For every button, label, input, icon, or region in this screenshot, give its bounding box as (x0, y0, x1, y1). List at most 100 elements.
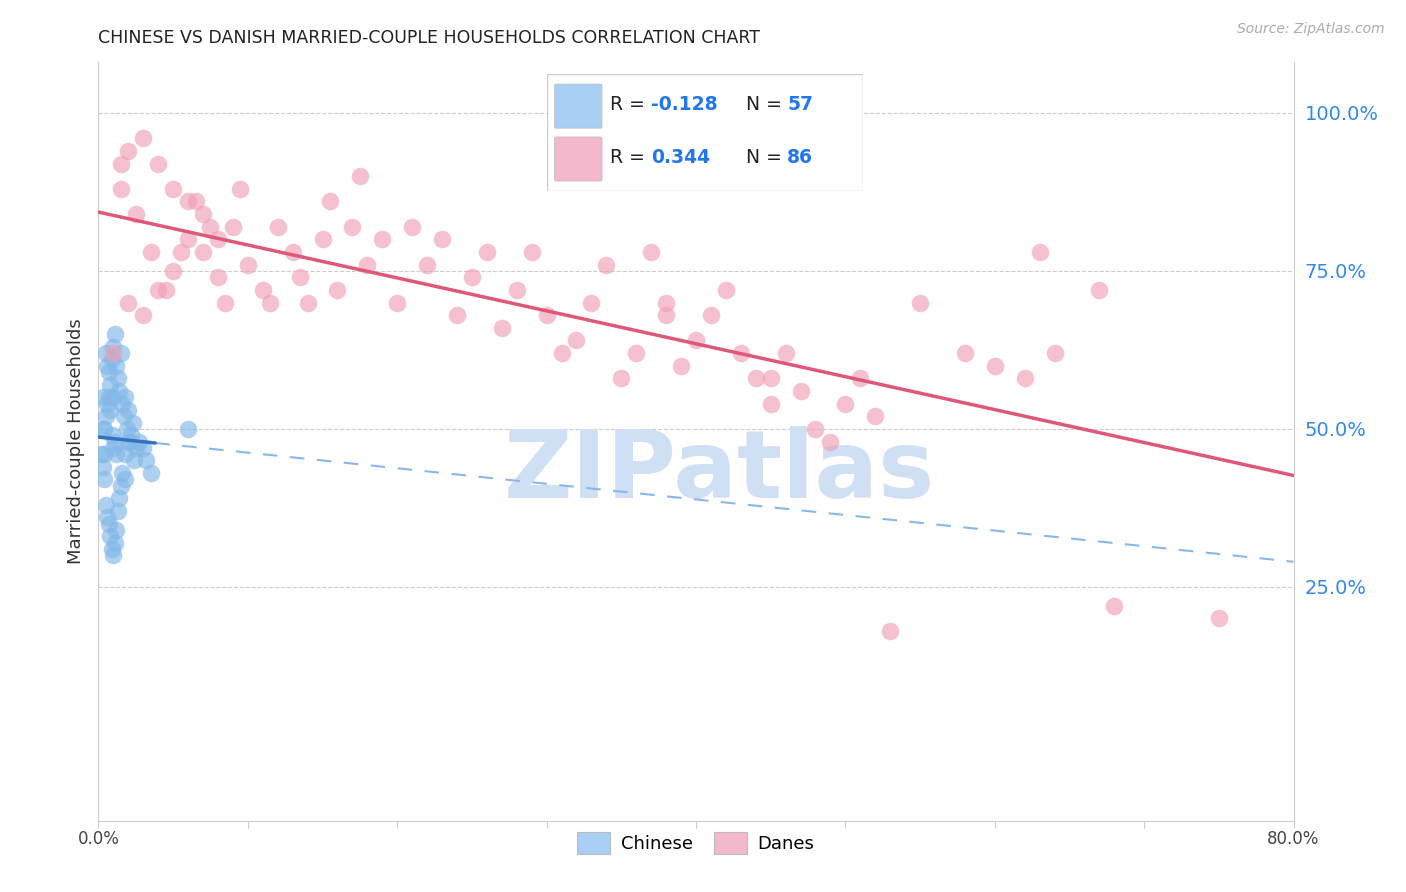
Point (416, 258, 439, 272)
Point (177, 422, 200, 436)
Point (595, 258, 617, 272)
Point (446, 308, 468, 322)
Point (834, 396, 856, 410)
Point (236, 258, 259, 272)
Point (91, 390, 114, 404)
Point (1104, 599, 1126, 613)
Point (104, 327, 127, 342)
Point (1088, 283, 1111, 297)
Point (90, 447, 112, 461)
Point (114, 390, 136, 404)
Point (139, 244, 162, 259)
Point (319, 194, 342, 209)
Point (640, 244, 662, 259)
Point (125, 441, 148, 455)
Text: 0.0%: 0.0% (77, 830, 120, 848)
Point (94, 498, 117, 512)
Point (105, 523, 128, 537)
Point (550, 346, 572, 360)
Point (117, 403, 139, 417)
Point (191, 244, 214, 259)
Point (115, 422, 138, 436)
Point (117, 144, 139, 158)
Point (110, 346, 132, 360)
Point (461, 270, 484, 285)
Point (730, 346, 752, 360)
Point (118, 434, 141, 449)
Point (121, 416, 143, 430)
Point (267, 219, 290, 234)
Point (259, 295, 281, 310)
Point (565, 334, 588, 348)
Point (356, 258, 378, 272)
Point (162, 264, 184, 278)
Point (101, 428, 124, 442)
Point (759, 396, 782, 410)
Point (93, 422, 115, 436)
Point (581, 295, 603, 310)
Point (97, 390, 120, 404)
Point (107, 371, 129, 385)
Point (98, 529, 122, 543)
Point (401, 219, 423, 234)
Point (804, 422, 827, 436)
Point (865, 409, 887, 424)
Point (96, 510, 118, 524)
Point (96, 359, 118, 373)
Point (714, 283, 737, 297)
Point (114, 447, 136, 461)
Point (104, 434, 127, 449)
Text: ZIPatlas: ZIPatlas (505, 425, 935, 518)
Point (125, 207, 148, 221)
Point (103, 346, 125, 360)
Y-axis label: Married-couple Households: Married-couple Households (66, 318, 84, 565)
Point (342, 219, 364, 234)
Point (700, 308, 723, 322)
Point (111, 466, 134, 480)
Point (775, 346, 797, 360)
Point (94, 409, 117, 424)
Point (610, 371, 633, 385)
Point (110, 182, 132, 196)
Point (101, 352, 124, 367)
Point (520, 244, 543, 259)
Point (200, 219, 222, 234)
Point (135, 453, 157, 467)
Point (124, 453, 146, 467)
Point (91, 459, 114, 474)
Point (655, 308, 678, 322)
Point (491, 321, 513, 335)
Point (97, 516, 120, 531)
Point (311, 232, 333, 246)
Point (91, 422, 114, 436)
Point (371, 232, 394, 246)
Point (108, 384, 131, 398)
Point (349, 169, 371, 184)
Point (148, 283, 170, 297)
Point (132, 308, 155, 322)
Point (93, 473, 115, 487)
Point (105, 447, 128, 461)
Point (191, 207, 214, 221)
Point (953, 346, 976, 360)
Point (155, 283, 177, 297)
Point (326, 283, 349, 297)
Point (759, 371, 782, 385)
Point (104, 535, 127, 549)
Point (685, 334, 707, 348)
Point (177, 194, 200, 209)
Point (103, 340, 125, 354)
Point (128, 434, 150, 449)
Text: 80.0%: 80.0% (1267, 830, 1320, 848)
Point (169, 244, 191, 259)
Point (626, 346, 648, 360)
Point (117, 295, 139, 310)
Point (1043, 346, 1066, 360)
Point (1208, 611, 1230, 625)
Point (385, 295, 409, 310)
Point (120, 428, 142, 442)
Point (98, 377, 122, 392)
Point (1028, 244, 1050, 259)
Point (162, 182, 184, 196)
Point (111, 396, 134, 410)
